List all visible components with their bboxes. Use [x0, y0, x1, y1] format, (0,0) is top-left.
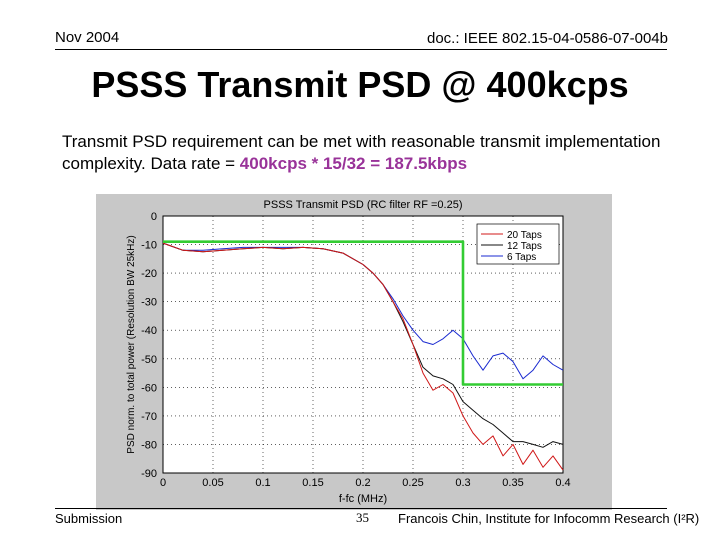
x-tick-label: 0.2 [355, 477, 370, 489]
legend-label: 20 Taps [507, 230, 542, 241]
x-tick-label: 0.25 [402, 477, 423, 489]
footer-page-number: 35 [356, 510, 369, 525]
y-tick-label: -40 [141, 325, 157, 337]
x-tick-label: 0.3 [455, 477, 470, 489]
x-axis-label: f-fc (MHz) [339, 493, 387, 505]
x-tick-label: 0 [160, 477, 166, 489]
x-tick-label: 0.35 [502, 477, 523, 489]
psd-chart: 0 0.05 0.1 0.15 0.2 0.25 0.3 0.35 0.4 0 -10 -20 -30 -… [96, 194, 612, 510]
x-tick-label: 0.4 [555, 477, 570, 489]
series-lines [162, 240, 564, 471]
header-doc-id: doc.: IEEE 802.15-04-0586-07-004b [426, 30, 668, 47]
x-tick-label: 0.05 [202, 477, 223, 489]
footer-rule [55, 508, 667, 509]
y-tick-label: -90 [141, 468, 157, 480]
legend-box [476, 223, 560, 265]
x-tick-label: 0.15 [302, 477, 323, 489]
slide-title: PSSS Transmit PSD @ 400kcps [91, 64, 629, 105]
y-tick-label: -20 [141, 268, 157, 280]
header-rule [55, 49, 667, 50]
slide-body: Transmit PSD requirement can be met with… [62, 131, 702, 175]
legend-label: 6 Taps [507, 252, 536, 263]
psd-mask-line [163, 240, 563, 386]
y-tick-label: -80 [141, 439, 157, 451]
footer-submission: Submission [55, 511, 123, 526]
y-tick-label: -10 [141, 240, 157, 252]
chart-title: PSSS Transmit PSD (RC filter RF =0.25) [264, 199, 463, 211]
y-tick-label: -70 [141, 411, 157, 423]
header-date: Nov 2004 [55, 29, 120, 46]
psd-figure: 0 0.05 0.1 0.15 0.2 0.25 0.3 0.35 0.4 0 -10 -20 -30 -… [96, 194, 612, 510]
legend-label: 12 Taps [507, 241, 542, 252]
footer-author: Francois Chin, Institute for Infocomm Re… [398, 511, 700, 526]
y-tick-label: -30 [141, 297, 157, 309]
y-tick-label: -50 [141, 354, 157, 366]
axis-ticks: 0 0.05 0.1 0.15 0.2 0.25 0.3 0.35 0.4 0 -10 -20 -30 -… [141, 211, 571, 489]
data-rate-highlight: 400kcps * 15/32 = 187.5kbps [239, 154, 468, 173]
y-tick-label: -60 [141, 382, 157, 394]
y-axis-label: PSD norm. to total power (Resolution BW … [126, 235, 137, 453]
y-tick-label: 0 [151, 211, 157, 223]
x-tick-label: 0.1 [255, 477, 270, 489]
body-lead-text: Transmit PSD requirement can be met with… [62, 132, 661, 173]
series-line-20-taps [162, 242, 564, 471]
